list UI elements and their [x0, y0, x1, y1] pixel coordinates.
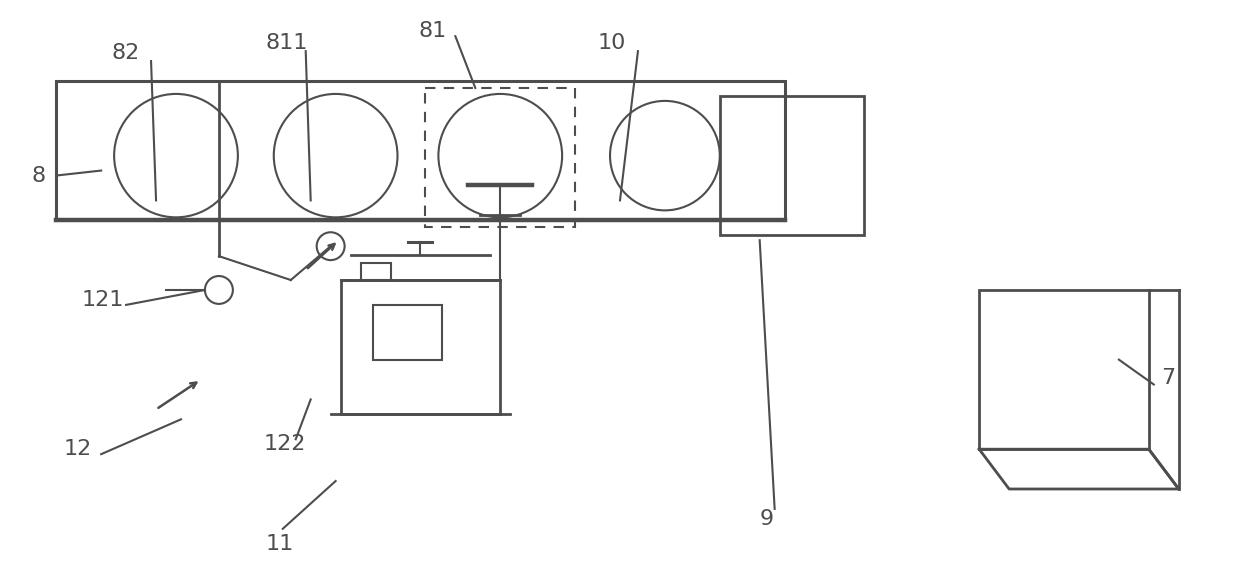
Text: 11: 11	[266, 534, 294, 554]
Circle shape	[204, 276, 233, 304]
Text: 82: 82	[112, 43, 140, 63]
Bar	[979, 290, 1149, 449]
Text: 12: 12	[63, 439, 92, 459]
Text: 7: 7	[1161, 367, 1175, 387]
Bar	[341, 280, 501, 415]
Text: 122: 122	[264, 434, 306, 454]
Text: 121: 121	[82, 290, 124, 310]
Bar	[373, 305, 442, 360]
Bar	[425, 88, 575, 227]
Bar	[56, 81, 784, 220]
Text: 10: 10	[598, 33, 627, 53]
Circle shape	[317, 232, 344, 260]
Text: 81: 81	[419, 21, 447, 41]
Text: 9: 9	[760, 509, 774, 529]
Bar	[361, 263, 390, 280]
Bar	[720, 96, 865, 235]
Text: 8: 8	[31, 165, 46, 186]
Text: 811: 811	[266, 33, 309, 53]
